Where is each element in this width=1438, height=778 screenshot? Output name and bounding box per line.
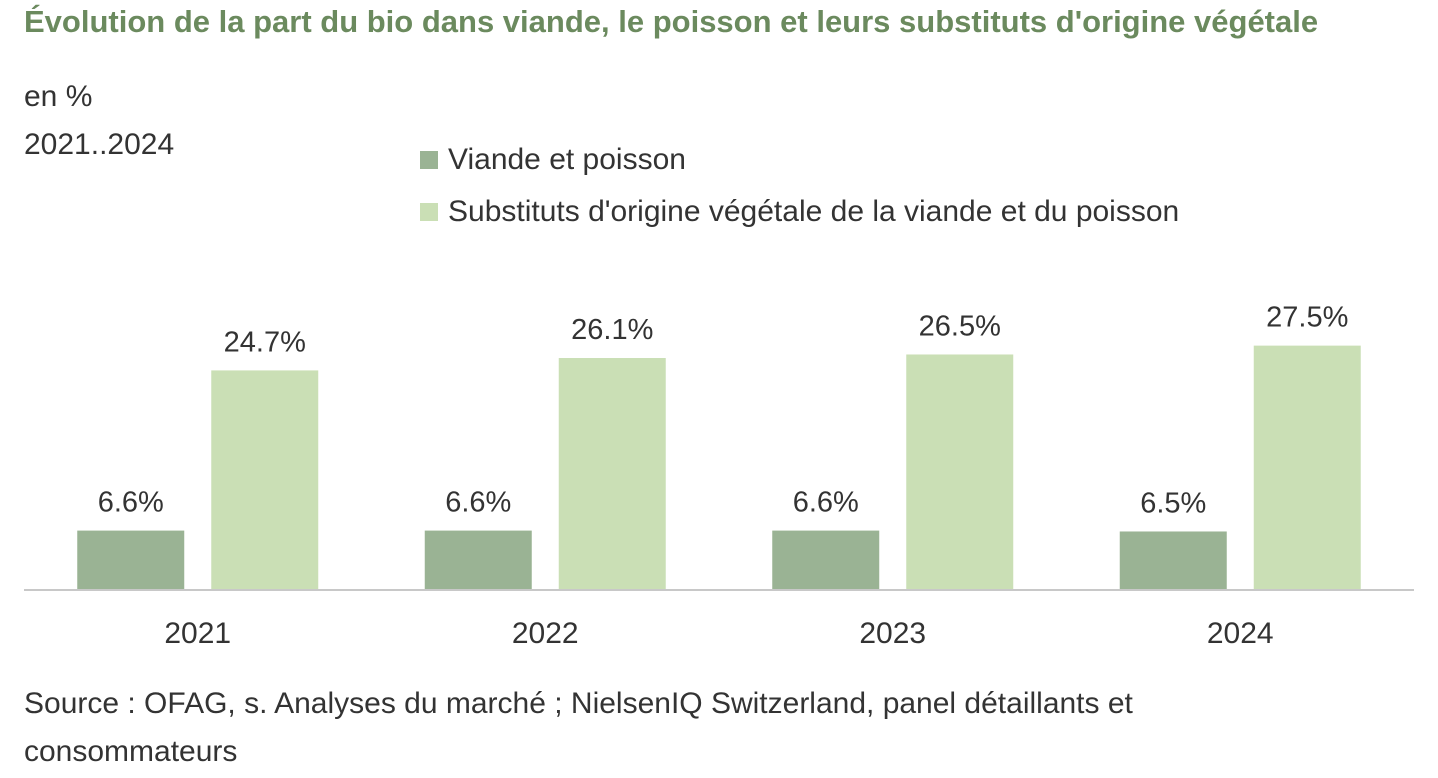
bar-substituts-2023 — [906, 354, 1014, 589]
legend: Viande et poisson Substituts d'origine v… — [420, 134, 1179, 238]
legend-swatch-viande — [420, 151, 438, 169]
unit-label: en % — [24, 80, 93, 113]
legend-item-substituts: Substituts d'origine végétale de la vian… — [420, 186, 1179, 238]
bar-substituts-2021 — [211, 370, 319, 589]
data-label-viande-2021: 6.6% — [98, 487, 164, 519]
data-label-substituts-2021: 24.7% — [224, 326, 306, 358]
bar-chart: 6.6% 24.7% 2021 6.6% 26.1% 2022 6.6% 26.5% 2023 6… — [24, 302, 1414, 650]
bar-viande-2024 — [1119, 531, 1227, 589]
data-label-viande-2024: 6.5% — [1140, 487, 1206, 519]
x-tick-label-2022: 2022 — [512, 617, 579, 650]
bar-viande-2023 — [772, 530, 880, 589]
data-label-substituts-2023: 26.5% — [919, 310, 1001, 342]
legend-label-substituts: Substituts d'origine végétale de la vian… — [448, 195, 1180, 228]
x-tick-label-2024: 2024 — [1207, 617, 1274, 650]
legend-swatch-substituts — [420, 203, 438, 221]
bar-substituts-2024 — [1253, 345, 1361, 589]
x-tick-label-2023: 2023 — [859, 617, 926, 650]
data-label-substituts-2022: 26.1% — [571, 314, 653, 346]
period-label: 2021..2024 — [24, 128, 175, 161]
bar-viande-2021 — [77, 530, 185, 589]
x-tick-label-2021: 2021 — [164, 617, 231, 650]
legend-item-viande: Viande et poisson — [420, 134, 1179, 186]
chart-title: Évolution de la part du bio dans viande,… — [24, 4, 1319, 39]
data-label-viande-2023: 6.6% — [793, 487, 859, 519]
bar-viande-2022 — [424, 530, 532, 589]
source-note: Source : OFAG, s. Analyses du marché ; N… — [24, 687, 1133, 768]
data-label-viande-2022: 6.6% — [445, 487, 511, 519]
bar-substituts-2022 — [558, 358, 666, 589]
legend-label-viande: Viande et poisson — [448, 143, 686, 176]
data-label-substituts-2024: 27.5% — [1266, 302, 1348, 334]
